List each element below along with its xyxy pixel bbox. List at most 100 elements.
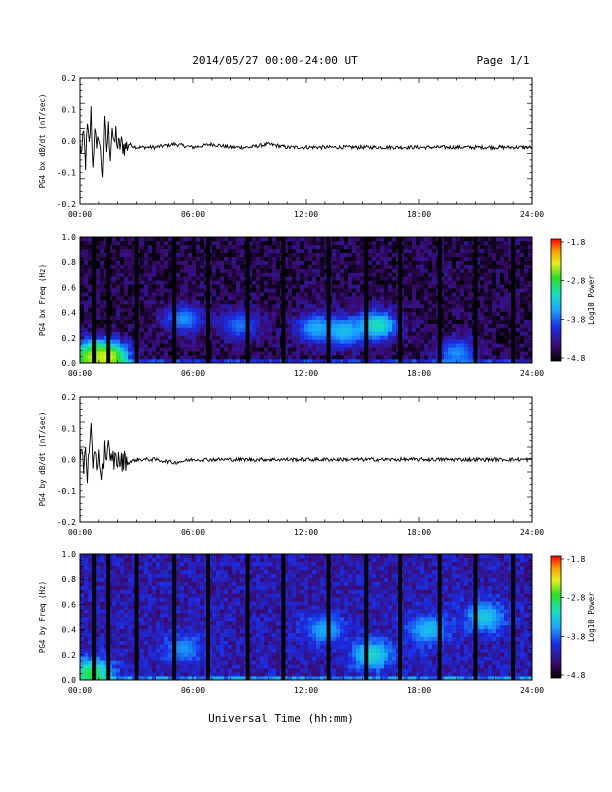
spectrogram-cell — [144, 597, 149, 602]
spectrogram-cell — [316, 268, 321, 273]
spectrogram-cell — [344, 343, 349, 348]
spectrogram-cell — [516, 335, 521, 340]
spectrogram-cell — [444, 307, 449, 313]
spectrogram-cell — [80, 327, 85, 332]
spectrogram-cell — [164, 307, 169, 313]
spectrogram-cell — [352, 264, 357, 269]
spectrogram-cell — [340, 303, 345, 309]
spectrogram-cell — [120, 648, 125, 653]
spectrogram-cell — [404, 244, 409, 250]
spectrogram-cell — [520, 296, 525, 301]
spectrogram-cell — [180, 672, 185, 677]
spectrogram-cell — [104, 605, 109, 610]
spectrogram-cell — [212, 292, 217, 297]
spectrogram-cell — [152, 264, 157, 269]
spectrogram-cell — [196, 589, 201, 594]
spectrogram-cell — [164, 300, 169, 305]
spectrogram-cell — [152, 260, 157, 265]
spectrogram-cell — [440, 327, 445, 332]
spectrogram-cell — [296, 323, 301, 328]
spectrogram-cell — [324, 303, 329, 309]
spectrogram-cell — [96, 554, 101, 559]
spectrogram-cell — [132, 331, 137, 336]
spectrogram-cell — [152, 268, 157, 273]
spectrogram-cell — [476, 276, 481, 281]
spectrogram-cell — [208, 272, 213, 277]
y-tick-label: 0.1 — [62, 424, 77, 433]
spectrogram-cell — [468, 268, 473, 273]
spectrogram-cell — [200, 331, 205, 336]
spectrogram-cell — [188, 355, 193, 360]
spectrogram-cell — [384, 244, 389, 250]
spectrogram-cell — [504, 244, 509, 250]
spectrogram-cell — [276, 292, 281, 297]
spectrogram-cell — [428, 237, 433, 242]
spectrogram-cell — [360, 307, 365, 313]
spectrogram-cell — [264, 300, 269, 305]
spectrogram-cell — [168, 573, 173, 578]
spectrogram-cell — [368, 300, 373, 305]
spectrogram-cell — [140, 577, 145, 582]
spectrogram-cell — [520, 280, 525, 285]
spectrogram-cell — [212, 323, 217, 328]
spectrogram-cell — [156, 307, 161, 313]
spectrogram-cell — [304, 292, 309, 297]
spectrogram-cell — [456, 327, 461, 332]
spectrogram-cell — [232, 284, 237, 289]
spectrogram-cell — [320, 300, 325, 305]
spectrogram-cell — [164, 648, 169, 653]
spectrogram-cell — [308, 296, 313, 301]
spectrogram-cell — [268, 300, 273, 305]
spectrogram-cell — [308, 331, 313, 336]
spectrogram-cell — [144, 272, 149, 277]
spectrogram-cell — [520, 343, 525, 348]
spectrogram-cell — [180, 648, 185, 653]
spectrogram-cell — [296, 256, 301, 261]
spectrogram-cell — [392, 311, 397, 317]
spectrogram-cell — [528, 339, 533, 344]
spectrogram-cell — [96, 260, 101, 265]
spectrogram-cell — [408, 339, 413, 344]
spectrogram-cell — [140, 260, 145, 265]
spectrogram-cell — [236, 244, 241, 250]
spectrogram-cell — [428, 347, 433, 352]
spectrogram-cell — [460, 355, 465, 360]
spectrogram-cell — [84, 636, 89, 641]
spectrogram-cell — [372, 248, 377, 254]
spectrogram-cell — [316, 319, 321, 324]
spectrogram-cell — [504, 252, 509, 257]
spectrogram-cell — [268, 296, 273, 301]
spectrogram-cell — [192, 300, 197, 305]
spectrogram-cell — [148, 300, 153, 305]
spectrogram-cell — [148, 557, 153, 563]
spectrogram-cell — [320, 319, 325, 324]
spectrogram-cell — [268, 359, 273, 364]
spectrogram-cell — [160, 355, 165, 360]
spectrogram-cell — [488, 311, 493, 317]
spectrogram-cell — [160, 268, 165, 273]
spectrogram-cell — [352, 296, 357, 301]
spectrogram-cell — [156, 644, 161, 649]
spectrogram-cell — [236, 300, 241, 305]
spectrogram-cell — [156, 632, 161, 637]
spectrogram-cell — [396, 256, 401, 261]
spectrogram-cell — [212, 280, 217, 285]
spectrogram-cell — [384, 280, 389, 285]
spectrogram-cell — [332, 237, 337, 242]
spectrogram-cell — [260, 296, 265, 301]
spectrogram-cell — [180, 237, 185, 242]
spectrogram-cell — [348, 323, 353, 328]
spectrogram-cell — [164, 244, 169, 250]
spectrogram-cell — [148, 589, 153, 594]
spectrogram-cell — [372, 252, 377, 257]
spectrogram-cell — [252, 303, 257, 309]
spectrogram-cell — [392, 327, 397, 332]
spectrogram-cell — [188, 565, 193, 571]
spectrogram-cell — [264, 339, 269, 344]
spectrogram-cell — [140, 668, 145, 673]
data-gap — [134, 237, 139, 363]
spectrogram-cell — [528, 280, 533, 285]
spectrogram-cell — [524, 272, 529, 277]
spectrogram-cell — [392, 296, 397, 301]
spectrogram-cell — [264, 272, 269, 277]
